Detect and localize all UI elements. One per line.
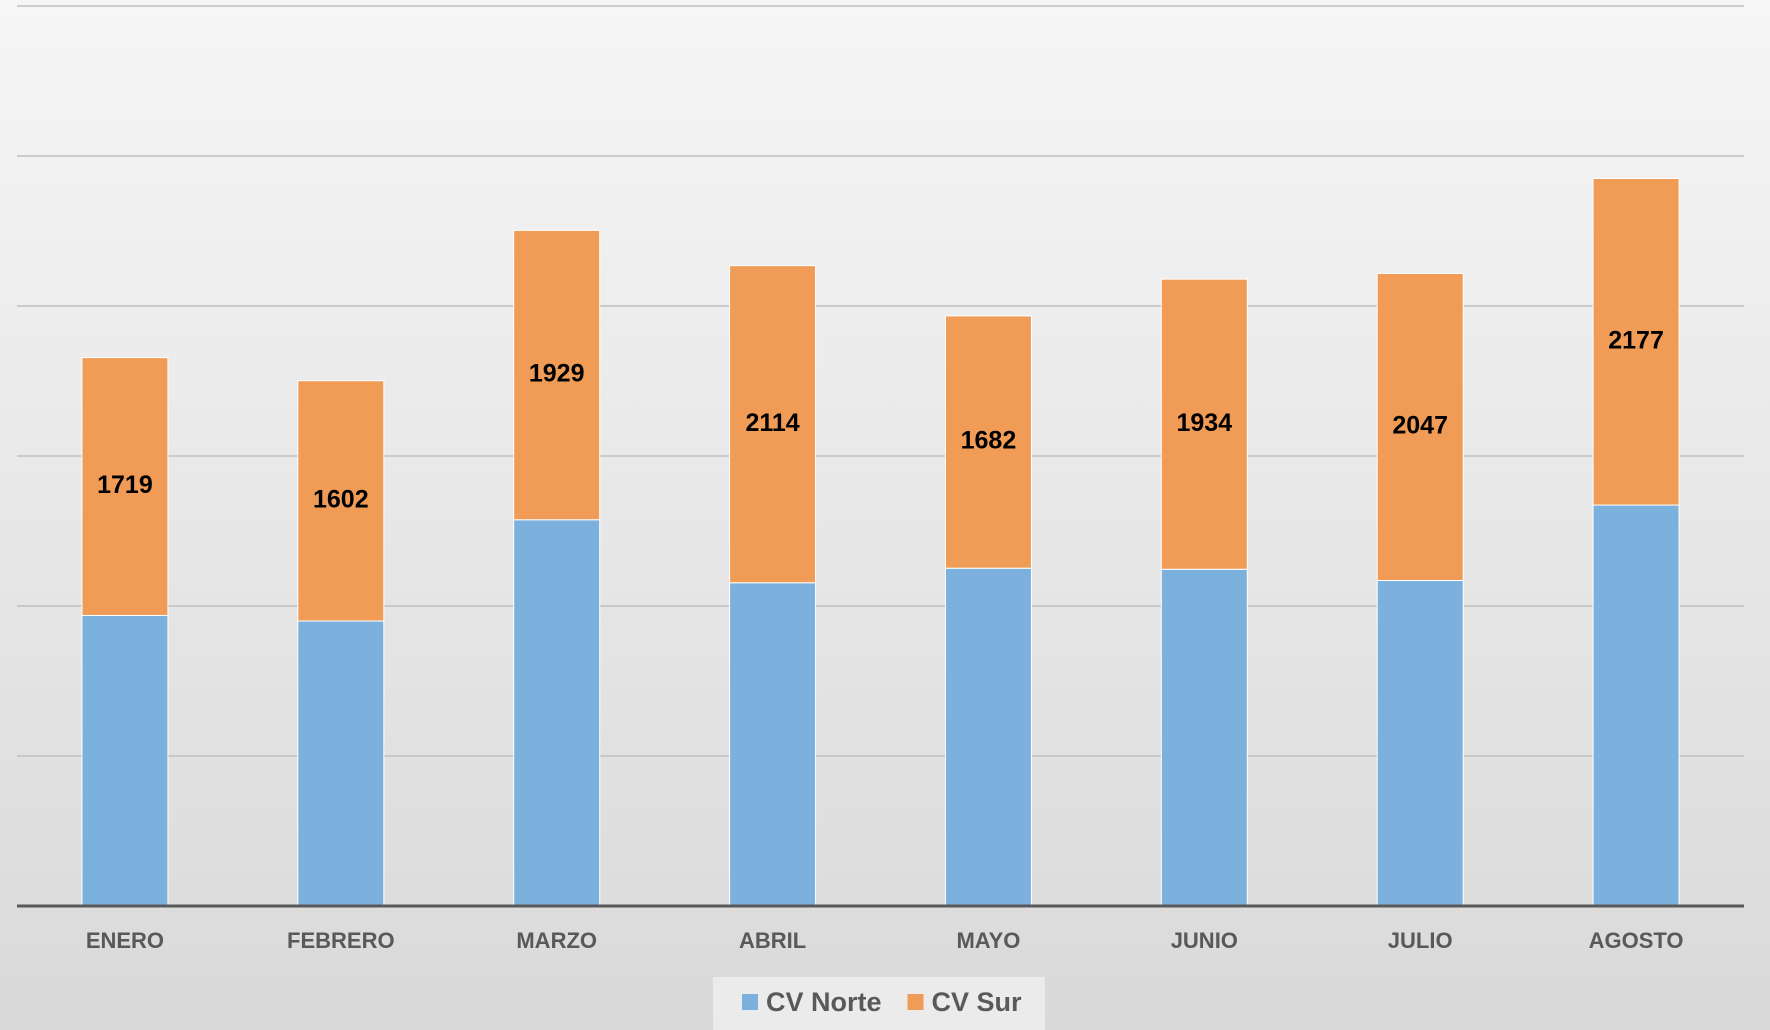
x-tick-label: JUNIO (1171, 928, 1238, 953)
bar-segment (513, 229, 601, 521)
bar-segment (1160, 278, 1248, 570)
bar-segment (81, 614, 169, 907)
x-tick-label: MARZO (516, 928, 597, 953)
data-label: 1602 (313, 485, 369, 513)
bar-segment (1376, 272, 1464, 581)
x-tick-label: ABRIL (739, 928, 806, 953)
bar-segment (1376, 580, 1464, 907)
data-label: 1929 (529, 360, 585, 388)
bar-segment (1592, 178, 1680, 506)
data-label: 2114 (745, 409, 799, 437)
legend-label: CV Sur (932, 987, 1023, 1017)
bar-segment (81, 357, 169, 616)
x-tick-label: AGOSTO (1589, 928, 1684, 953)
legend-box (713, 977, 1045, 1030)
bar-segment (729, 265, 817, 584)
x-tick-label: ENERO (86, 928, 164, 953)
bar-segment (297, 620, 385, 907)
data-label: 1719 (97, 471, 153, 499)
data-label: 1682 (961, 427, 1017, 455)
bar-segment (297, 380, 385, 622)
bar-segment (944, 315, 1032, 569)
data-label: 2177 (1608, 326, 1664, 354)
x-tick-label: MAYO (956, 928, 1020, 953)
x-tick-label: JULIO (1388, 928, 1453, 953)
legend-label: CV Norte (766, 987, 882, 1017)
legend-swatch (742, 994, 758, 1010)
legend-swatch (907, 994, 924, 1010)
bar-segment (1160, 568, 1248, 907)
bar-segment (513, 519, 601, 907)
data-label: 1934 (1177, 409, 1233, 437)
x-tick-label: FEBRERO (287, 928, 395, 953)
bar-segment (729, 582, 817, 907)
data-label: 2047 (1392, 412, 1448, 440)
bar-segment (944, 567, 1032, 907)
bar-segment (1592, 504, 1680, 907)
